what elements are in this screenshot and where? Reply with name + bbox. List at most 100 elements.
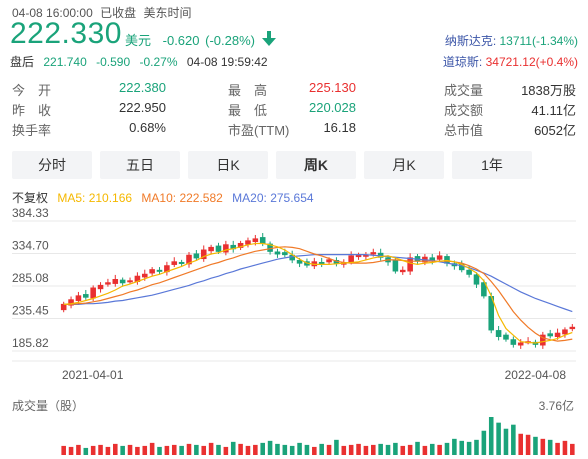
stat-pe-label: 市盈(TTM): [228, 123, 290, 138]
volume-bar: [245, 445, 251, 455]
candle-body: [481, 282, 487, 297]
candle-body: [540, 334, 546, 346]
volume-bar: [518, 433, 523, 455]
y-tick-label: 334.70: [12, 239, 49, 253]
volume-bar: [186, 443, 192, 455]
candle-body: [348, 255, 354, 263]
arrow-down-icon: [262, 31, 276, 52]
volume-bar: [105, 446, 111, 455]
volume-bar: [275, 443, 280, 455]
volume-bar: [282, 444, 288, 455]
volume-bar: [466, 441, 472, 455]
volume-bar: [135, 446, 140, 455]
volume-bar: [90, 445, 96, 455]
candle-body: [444, 256, 450, 264]
candle-body: [127, 280, 133, 283]
volume-bar: [533, 436, 538, 455]
volume-bar: [98, 444, 103, 455]
stat-high-value: 225.130: [309, 80, 356, 95]
x-tick-label: 2022-04-08: [505, 368, 567, 382]
legend-ma5: MA5: 210.166: [57, 191, 133, 205]
volume-bar: [488, 417, 494, 455]
market-status: 已收盘: [100, 6, 137, 20]
volume-bar: [422, 445, 428, 455]
ma20-line: [63, 253, 573, 313]
stat-volume-label: 成交量: [444, 83, 484, 98]
candle-body: [200, 249, 207, 260]
volume-bar: [511, 424, 516, 455]
index-nasdaq-name: 纳斯达克:: [444, 34, 497, 48]
stat-prev-label: 昨 收: [12, 103, 52, 118]
candle-body: [355, 254, 362, 258]
candle-body: [282, 252, 288, 256]
candle-body: [562, 329, 568, 335]
currency-label: 美元: [125, 33, 152, 48]
index-dow-value: 34721.12(+0.4%): [485, 55, 578, 69]
volume-bar: [385, 444, 391, 455]
candle-body: [399, 269, 406, 273]
volume-bar: [208, 442, 214, 455]
stat-pe-value: 16.18: [323, 120, 356, 135]
y-tick-label: 235.45: [12, 304, 49, 318]
stat-low-value: 220.028: [309, 100, 356, 115]
volume-bar: [481, 430, 487, 455]
candle-body: [274, 251, 281, 255]
candle-body: [90, 287, 96, 299]
stat-mcap-label: 总市值: [444, 123, 484, 138]
index-nasdaq[interactable]: 纳斯达克: 13711(-1.34%): [445, 32, 578, 49]
y-tick-label: 285.08: [12, 271, 49, 285]
volume-bar: [157, 446, 162, 455]
legend-ma10: MA10: 222.582: [141, 191, 223, 205]
candle-body: [569, 326, 576, 330]
volume-bar: [400, 445, 406, 455]
candle-body: [326, 259, 332, 263]
volume-bar: [356, 443, 361, 455]
stat-mcap-value: 6052亿: [534, 123, 576, 138]
candle-body: [466, 269, 472, 275]
adjust-mode[interactable]: 不复权: [12, 191, 49, 205]
volume-bar: [223, 446, 229, 455]
volume-bar: [474, 439, 479, 455]
volume-bar: [415, 441, 420, 455]
volume-bar: [76, 444, 81, 455]
volume-bar: [260, 442, 265, 455]
volume-bar: [459, 440, 465, 455]
candle-body: [156, 269, 163, 272]
tab-five-day[interactable]: 五日: [100, 151, 180, 179]
tab-intraday[interactable]: 分时: [12, 151, 92, 179]
candle-body: [392, 260, 399, 272]
volume-bar: [297, 442, 302, 455]
candle-body: [215, 245, 222, 252]
tab-monthly-k[interactable]: 月K: [364, 151, 444, 179]
volume-bar: [164, 445, 170, 455]
candlestick-chart[interactable]: 384.33 334.70 285.08 235.45 185.82 2021-04-01…: [0, 207, 588, 457]
tab-weekly-k[interactable]: 周K: [276, 151, 356, 179]
volume-bar: [496, 422, 501, 455]
legend-ma20: MA20: 275.654: [232, 191, 314, 205]
volume-bar: [120, 445, 125, 455]
candle-body: [149, 269, 155, 274]
candle-body: [517, 342, 524, 346]
datetime-text: 04-08 16:00:00: [12, 6, 93, 20]
ma5-line: [63, 242, 573, 344]
candle-body: [473, 274, 480, 285]
candle-body: [296, 260, 303, 264]
volume-bar: [319, 443, 324, 455]
candle-body: [60, 303, 67, 311]
volume-bar: [238, 443, 243, 455]
index-nasdaq-value: 13711(-1.34%): [499, 34, 579, 48]
volume-bar: [444, 442, 450, 455]
volume-bar: [378, 443, 383, 455]
candle-body: [245, 240, 251, 245]
volume-bar: [371, 444, 376, 455]
tab-daily-k[interactable]: 日K: [188, 151, 268, 179]
volume-bar: [83, 447, 89, 455]
volume-bar: [312, 446, 317, 455]
timezone-label: 美东时间: [143, 6, 192, 20]
index-dow[interactable]: 道琼斯: 34721.12(+0.4%): [443, 53, 578, 70]
tab-one-year[interactable]: 1年: [452, 151, 532, 179]
candle-body: [252, 238, 259, 243]
after-hours-price: 221.740: [43, 55, 87, 69]
candle-body: [141, 273, 148, 278]
volume-bar: [127, 444, 133, 455]
